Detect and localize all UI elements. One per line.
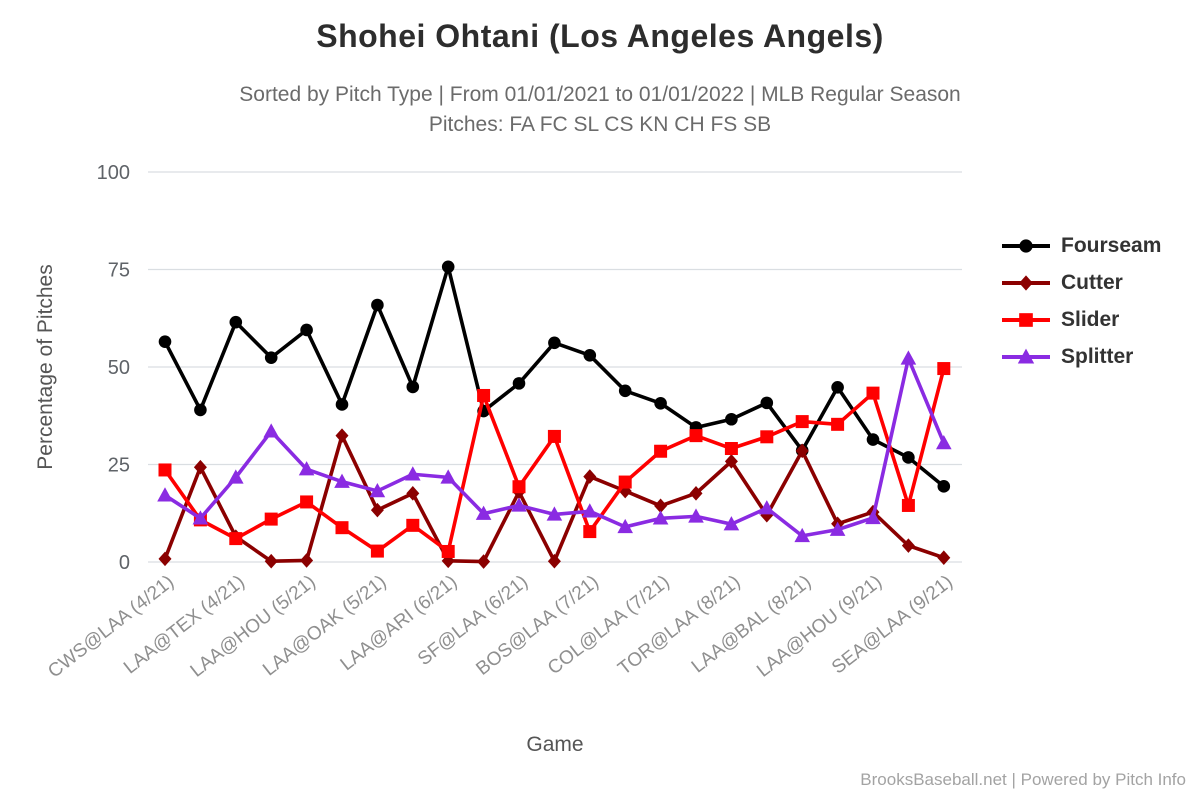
slider-legend-marker-icon bbox=[1002, 312, 1050, 327]
series-fourseam bbox=[158, 260, 951, 493]
series-slider bbox=[158, 362, 951, 558]
footer-credit: BrooksBaseball.net | Powered by Pitch In… bbox=[860, 770, 1186, 789]
legend: Fourseam Cutter Slider Splitter bbox=[1000, 227, 1161, 375]
cutter-legend-marker-icon bbox=[1002, 274, 1050, 291]
series-cutter bbox=[158, 428, 951, 569]
splitter-legend-marker-icon bbox=[1002, 348, 1050, 364]
fourseam-markers bbox=[158, 260, 951, 493]
y-tick-label-0: 0 bbox=[119, 552, 130, 574]
legend-label-fourseam: Fourseam bbox=[1061, 233, 1162, 257]
x-tick-label-10: LAA@BAL (8/21) bbox=[688, 571, 815, 677]
chart-title: Shohei Ohtani (Los Angeles Angels) bbox=[316, 18, 884, 54]
x-tick-label-7: BOS@LAA (7/21) bbox=[472, 571, 603, 679]
x-tick-label-3: LAA@HOU (5/21) bbox=[187, 571, 320, 681]
legend-item-fourseam: Fourseam bbox=[1000, 227, 1161, 264]
legend-item-splitter: Splitter bbox=[1000, 338, 1161, 375]
legend-label-splitter: Splitter bbox=[1061, 344, 1134, 368]
y-tick-label-50: 50 bbox=[108, 357, 130, 379]
x-tick-label-12: SEA@LAA (9/21) bbox=[828, 571, 957, 678]
x-tick-label-5: LAA@ARI (6/21) bbox=[337, 571, 462, 675]
x-tick-labels: CWS@LAA (4/21)LAA@TEX (4/21)LAA@HOU (5/2… bbox=[44, 571, 957, 682]
x-tick-label-4: LAA@OAK (5/21) bbox=[259, 571, 390, 680]
gridlines bbox=[148, 171, 962, 563]
x-tick-label-1: CWS@LAA (4/21) bbox=[44, 571, 178, 682]
slider-markers bbox=[158, 362, 951, 558]
chart-subtitle-line1: Sorted by Pitch Type | From 01/01/2021 t… bbox=[239, 83, 961, 106]
series-splitter bbox=[157, 350, 952, 543]
y-tick-label-100: 100 bbox=[97, 162, 130, 184]
y-tick-labels: 0 25 50 75 100 bbox=[97, 162, 130, 574]
cutter-markers bbox=[158, 428, 951, 569]
chart-subtitle-line2: Pitches: FA FC SL CS KN CH FS SB bbox=[428, 113, 772, 136]
x-tick-label-8: COL@LAA (7/21) bbox=[544, 571, 674, 679]
fourseam-line bbox=[163, 264, 946, 489]
splitter-markers bbox=[157, 350, 952, 543]
y-tick-label-25: 25 bbox=[108, 455, 130, 477]
legend-item-cutter: Cutter bbox=[1000, 264, 1161, 301]
fourseam-legend-marker-icon bbox=[1002, 238, 1050, 253]
legend-item-slider: Slider bbox=[1000, 301, 1161, 338]
slider-line bbox=[163, 366, 946, 554]
legend-label-cutter: Cutter bbox=[1061, 270, 1123, 294]
y-axis-title: Percentage of Pitches bbox=[34, 264, 57, 470]
y-tick-label-75: 75 bbox=[108, 260, 130, 282]
x-tick-label-9: TOR@LAA (8/21) bbox=[614, 571, 744, 679]
legend-label-slider: Slider bbox=[1061, 307, 1120, 331]
x-tick-label-11: LAA@HOU (9/21) bbox=[753, 571, 886, 681]
x-axis-title: Game bbox=[526, 733, 584, 756]
cutter-line bbox=[163, 433, 946, 564]
x-tick-label-2: LAA@TEX (4/21) bbox=[120, 571, 249, 678]
